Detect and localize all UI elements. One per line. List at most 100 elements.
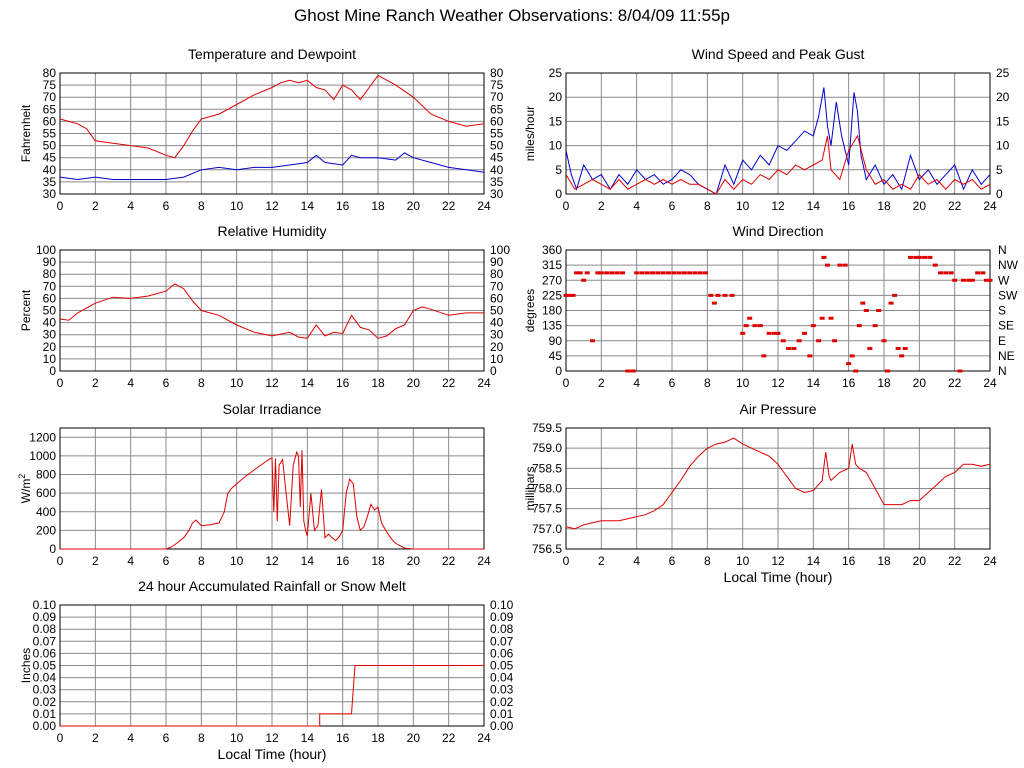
wind-direction-point [938, 271, 944, 275]
y-tick-label: 225 [542, 288, 562, 302]
chart-title: Wind Direction [732, 223, 823, 239]
y-tick-label: 758.5 [532, 461, 562, 475]
x-tick-label: 14 [807, 199, 821, 213]
y-tick-label: 0.05 [33, 659, 57, 673]
y-tick-label-right: 10 [996, 139, 1010, 153]
y-tick-label-right: 0.01 [490, 707, 514, 721]
wind-direction-point [807, 354, 813, 358]
series-line-red [565, 134, 991, 195]
wind-direction-point [948, 271, 954, 275]
wind-direction-point [665, 271, 671, 275]
x-tick-label: 12 [265, 199, 279, 213]
y-tick-label: 55 [43, 127, 57, 141]
compass-label: NE [998, 349, 1015, 363]
series-line-red [60, 665, 484, 727]
wind-direction-point [824, 263, 830, 267]
x-tick-label: 12 [771, 554, 785, 568]
plot-frame [565, 427, 991, 550]
y-tick-label-right: 0.06 [490, 646, 514, 660]
wind-direction-point [676, 271, 682, 275]
x-tick-label: 4 [633, 554, 640, 568]
y-tick-label: 360 [542, 243, 562, 257]
x-tick-label: 12 [265, 554, 279, 568]
y-tick-label: 65 [43, 102, 57, 116]
wind-direction-point [634, 271, 640, 275]
y-tick-label: 759.0 [532, 441, 562, 455]
x-tick-label: 22 [442, 554, 456, 568]
y-tick-label: 200 [36, 523, 56, 537]
x-tick-label: 4 [127, 376, 134, 390]
x-tick-label: 18 [371, 376, 385, 390]
wind-direction-point [671, 271, 677, 275]
wind-direction-point [969, 278, 975, 282]
y-axis-label-text: Inches [19, 648, 33, 683]
y-tick-label: 756.5 [532, 542, 562, 556]
x-tick-label: 6 [163, 554, 170, 568]
y-tick-label: 75 [43, 78, 57, 92]
chart-title: Air Pressure [739, 401, 816, 417]
compass-label: NW [998, 258, 1019, 272]
wind-direction-point [860, 301, 866, 305]
y-tick-label-right: 70 [490, 279, 504, 293]
y-tick-label: 80 [43, 267, 57, 281]
wind-direction-point [846, 362, 852, 366]
wind-direction-point [913, 255, 919, 259]
x-tick-label: 8 [704, 376, 711, 390]
chart-title: Relative Humidity [218, 223, 327, 239]
y-axis-label: Percent [19, 289, 33, 331]
y-tick-label-right: 5 [996, 163, 1003, 177]
wind-direction-point [895, 346, 901, 350]
x-tick-label: 0 [57, 376, 64, 390]
compass-label: W [998, 273, 1010, 287]
y-axis-label: Fahrenheit [19, 104, 33, 162]
wind-direction-point [932, 263, 938, 267]
compass-label: S [998, 304, 1006, 318]
compass-label: SE [998, 319, 1014, 333]
x-tick-label: 14 [301, 376, 315, 390]
x-tick-label: 16 [336, 376, 350, 390]
wind-direction-point [881, 339, 887, 343]
y-tick-label: 0 [555, 187, 562, 201]
x-tick-label: 20 [407, 554, 421, 568]
y-tick-label: 757.0 [532, 522, 562, 536]
y-tick-label-right: 10 [490, 352, 504, 366]
y-tick-label: 758.0 [532, 482, 562, 496]
y-tick-label: 15 [549, 114, 563, 128]
wind-direction-point [595, 271, 601, 275]
y-axis-label-text: Percent [19, 289, 33, 331]
x-tick-label: 2 [92, 554, 99, 568]
wind-direction-point [570, 293, 576, 297]
x-tick-label: 0 [563, 199, 570, 213]
wind-direction-point [780, 339, 786, 343]
chart-title: 24 hour Accumulated Rainfall or Snow Mel… [138, 578, 406, 594]
y-tick-label-right: 30 [490, 187, 504, 201]
x-tick-label: 6 [163, 199, 170, 213]
y-axis-label: millibars [523, 466, 537, 510]
y-tick-label-right: 0.07 [490, 634, 514, 648]
y-tick-label: 0.00 [33, 719, 57, 733]
y-tick-label: 0.04 [33, 671, 57, 685]
y-tick-label: 40 [43, 316, 57, 330]
y-tick-label-right: 0.05 [490, 659, 514, 673]
wind-direction-point [863, 309, 869, 312]
wind-direction-point [577, 271, 583, 275]
y-tick-label-right: 45 [490, 151, 504, 165]
x-tick-label: 4 [127, 199, 134, 213]
y-tick-label-right: 60 [490, 114, 504, 128]
wind-direction-point [655, 271, 661, 275]
y-tick-label-right: 25 [996, 66, 1010, 80]
x-tick-label: 4 [633, 376, 640, 390]
wind-direction-point [810, 324, 816, 328]
y-tick-label: 759.5 [532, 421, 562, 435]
wind-direction-point [837, 263, 843, 267]
y-tick-label-right: 65 [490, 102, 504, 116]
wind-direction-point [821, 255, 827, 259]
wind-direction-point [916, 255, 922, 259]
y-tick-label-right: 20 [490, 340, 504, 354]
y-tick-label: 0.09 [33, 610, 57, 624]
y-tick-label: 80 [43, 66, 57, 80]
wind-direction-point [584, 271, 590, 275]
y-axis-label-text: millibars [523, 466, 537, 510]
